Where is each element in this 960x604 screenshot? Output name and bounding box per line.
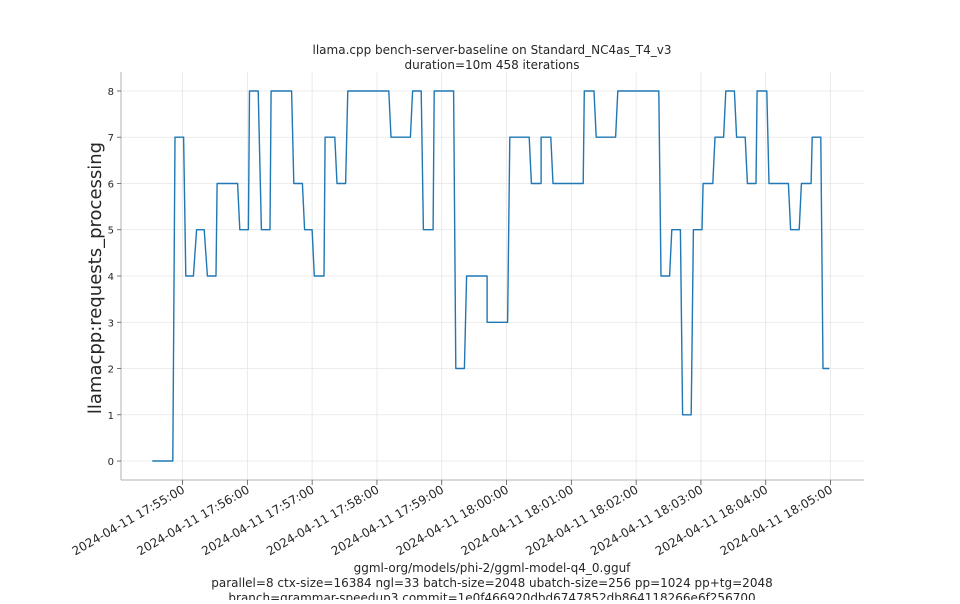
- y-axis-label: llamacpp:requests_processing: [85, 142, 106, 414]
- y-axis-ticks: 0 1 2 3 4 5 6 7 8: [108, 87, 121, 468]
- series-line: [152, 90, 830, 462]
- y-tick-label: 4: [108, 272, 114, 283]
- y-tick-label: 6: [108, 179, 114, 190]
- x-tick-label: 2024-04-11 17:57:00: [199, 482, 316, 558]
- y-tick-label: 7: [108, 133, 114, 144]
- x-tick-label: 2024-04-11 17:55:00: [70, 482, 187, 558]
- x-axis-label-line-2: parallel=8 ctx-size=16384 ngl=33 batch-s…: [211, 576, 772, 590]
- y-tick-label: 1: [108, 411, 114, 422]
- x-tick-label: 2024-04-11 17:59:00: [329, 482, 446, 558]
- x-tick-label: 2024-04-11 17:56:00: [134, 482, 251, 558]
- x-tick-label: 2024-04-11 18:05:00: [718, 482, 835, 558]
- y-tick-label: 2: [108, 365, 114, 376]
- chart-subtitle: duration=10m 458 iterations: [405, 58, 580, 72]
- x-axis-label-line-3: branch=grammar-speedup3 commit=1e0f46692…: [228, 591, 755, 600]
- x-tick-label: 2024-04-11 18:00:00: [394, 482, 511, 558]
- x-tick-label: 2024-04-11 18:04:00: [653, 482, 770, 558]
- x-tick-label: 2024-04-11 18:03:00: [588, 482, 705, 558]
- x-axis-label-line-1: ggml-org/models/phi-2/ggml-model-q4_0.gg…: [354, 561, 632, 575]
- chart-title: llama.cpp bench-server-baseline on Stand…: [313, 43, 672, 57]
- x-tick-label: 2024-04-11 18:01:00: [458, 482, 575, 558]
- gridlines: [121, 72, 864, 480]
- y-tick-label: 0: [108, 457, 114, 468]
- series-layer: [152, 90, 830, 462]
- x-tick-label: 2024-04-11 18:02:00: [523, 482, 640, 558]
- x-tick-label: 2024-04-11 17:58:00: [264, 482, 381, 558]
- y-tick-label: 3: [108, 318, 114, 329]
- y-tick-label: 8: [108, 87, 114, 98]
- y-tick-label: 5: [108, 226, 114, 237]
